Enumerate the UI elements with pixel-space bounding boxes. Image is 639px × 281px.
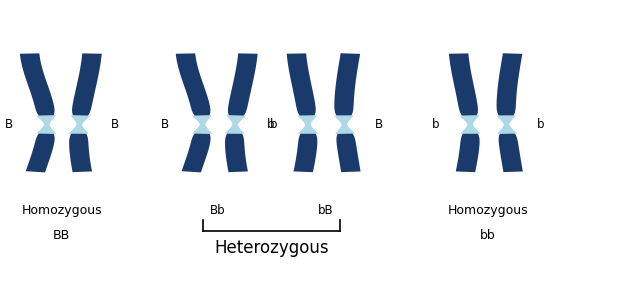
Text: b: b xyxy=(537,118,544,131)
Polygon shape xyxy=(20,53,55,173)
Text: b: b xyxy=(432,118,440,131)
Polygon shape xyxy=(334,53,360,172)
Polygon shape xyxy=(176,53,210,173)
Text: b: b xyxy=(270,118,277,131)
Polygon shape xyxy=(334,115,355,134)
Text: B: B xyxy=(5,118,13,131)
Text: Heterozygous: Heterozygous xyxy=(215,239,329,257)
Text: Bb: Bb xyxy=(210,204,226,217)
Text: BB: BB xyxy=(53,229,70,242)
Polygon shape xyxy=(297,115,318,134)
Polygon shape xyxy=(69,53,102,172)
Polygon shape xyxy=(449,53,480,172)
Text: bB: bB xyxy=(318,204,334,217)
Polygon shape xyxy=(459,115,481,134)
Text: Homozygous: Homozygous xyxy=(448,203,528,217)
Text: B: B xyxy=(161,118,169,131)
Text: B: B xyxy=(111,118,119,131)
Text: Homozygous: Homozygous xyxy=(22,203,102,217)
Text: bb: bb xyxy=(481,229,496,242)
Polygon shape xyxy=(36,115,56,134)
Polygon shape xyxy=(287,53,318,172)
Polygon shape xyxy=(225,115,246,134)
Polygon shape xyxy=(192,115,212,134)
Polygon shape xyxy=(497,53,523,172)
Text: b: b xyxy=(266,118,274,131)
Text: B: B xyxy=(374,118,383,131)
Polygon shape xyxy=(69,115,90,134)
Polygon shape xyxy=(497,115,517,134)
Polygon shape xyxy=(225,53,258,172)
